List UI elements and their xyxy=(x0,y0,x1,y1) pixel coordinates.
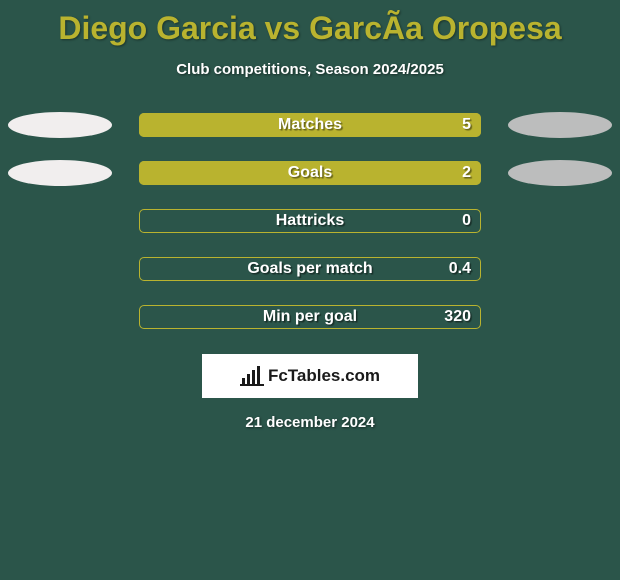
page-title: Diego Garcia vs GarcÃa Oropesa xyxy=(58,10,561,47)
stat-bar: Goals per match0.4 xyxy=(139,257,481,281)
subtitle: Club competitions, Season 2024/2025 xyxy=(176,61,444,78)
player-right-marker xyxy=(508,160,612,186)
stat-row: Min per goal320 xyxy=(0,304,620,330)
brand-box[interactable]: FcTables.com xyxy=(202,354,418,398)
player-left-marker xyxy=(8,160,112,186)
stat-value: 0 xyxy=(462,209,471,233)
stat-row: Matches5 xyxy=(0,112,620,138)
stat-label: Goals per match xyxy=(139,257,481,281)
brand-label: FcTables.com xyxy=(268,366,380,386)
stat-value: 320 xyxy=(444,305,471,329)
comparison-card: Diego Garcia vs GarcÃa Oropesa Club comp… xyxy=(0,0,620,431)
chart-bar-icon xyxy=(240,366,264,386)
stats-list: Matches5Goals2Hattricks0Goals per match0… xyxy=(0,112,620,330)
stat-label: Goals xyxy=(139,161,481,185)
stat-label: Hattricks xyxy=(139,209,481,233)
stat-bar: Hattricks0 xyxy=(139,209,481,233)
stat-row: Goals per match0.4 xyxy=(0,256,620,282)
stat-label: Matches xyxy=(139,113,481,137)
date-text: 21 december 2024 xyxy=(245,414,374,431)
stat-value: 5 xyxy=(462,113,471,137)
stat-bar: Min per goal320 xyxy=(139,305,481,329)
stat-value: 0.4 xyxy=(449,257,471,281)
player-left-marker xyxy=(8,112,112,138)
stat-row: Goals2 xyxy=(0,160,620,186)
stat-value: 2 xyxy=(462,161,471,185)
stat-bar: Goals2 xyxy=(139,161,481,185)
stat-bar: Matches5 xyxy=(139,113,481,137)
player-right-marker xyxy=(508,112,612,138)
stat-label: Min per goal xyxy=(139,305,481,329)
stat-row: Hattricks0 xyxy=(0,208,620,234)
